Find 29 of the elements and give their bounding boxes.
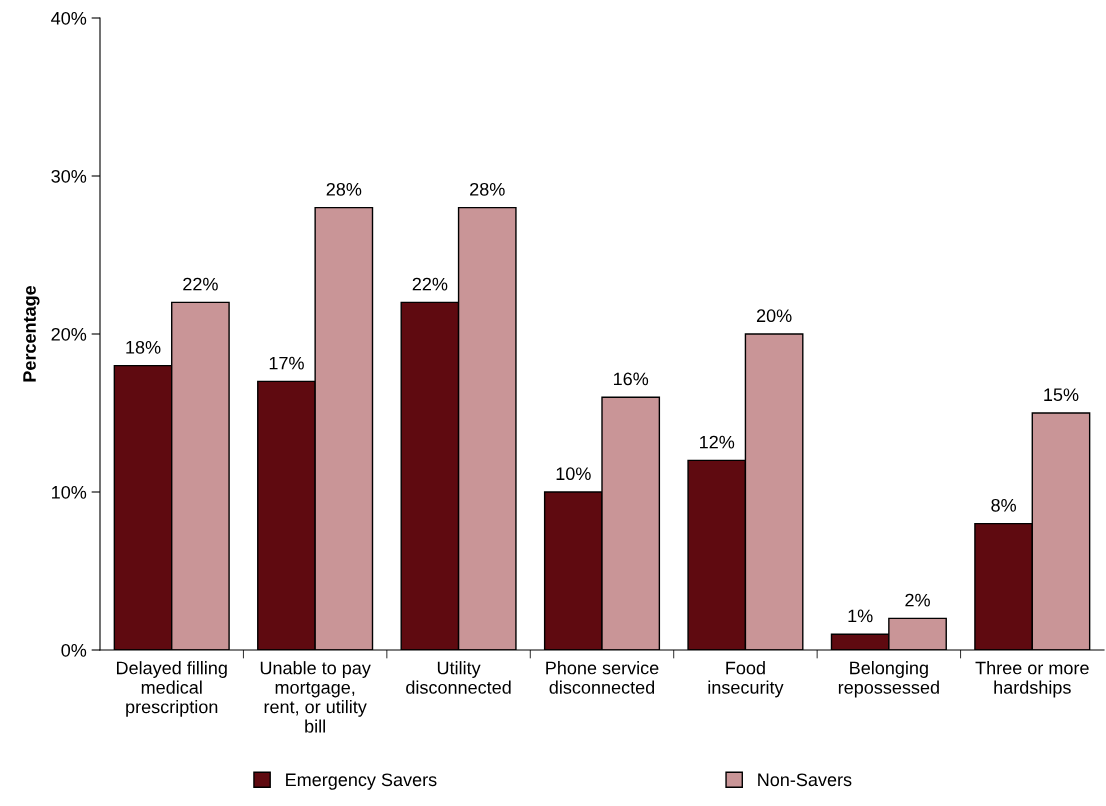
x-tick-label: Unable to pay mortgage, rent, or utility bill <box>260 661 371 733</box>
y-tick-label: 0% <box>61 643 87 657</box>
data-label: 17% <box>269 356 304 370</box>
legend-label: Non-Savers <box>758 773 852 787</box>
y-tick-label: 30% <box>51 169 87 183</box>
y-tick-label: 40% <box>51 11 87 25</box>
data-label: 1% <box>848 609 873 623</box>
data-label: 15% <box>1044 388 1079 402</box>
x-tick-label: Food insecurity <box>708 661 784 698</box>
data-label: 10% <box>556 467 591 481</box>
data-label: 18% <box>126 340 161 354</box>
data-label: 28% <box>470 182 505 196</box>
data-label: 28% <box>326 182 362 196</box>
x-tick-label: Three or more hardships <box>975 661 1089 698</box>
x-tick-label: Phone service disconnected <box>546 661 659 694</box>
data-label: 8% <box>991 498 1017 512</box>
x-tick-label: Belonging repossessed <box>838 661 939 698</box>
y-tick-label: 10% <box>52 485 87 499</box>
data-label: 2% <box>905 593 930 607</box>
data-label: 22% <box>412 277 448 291</box>
data-label: 12% <box>700 435 735 449</box>
data-label: 22% <box>183 277 218 291</box>
legend-label: Emergency Savers <box>286 773 437 790</box>
x-tick-label: Delayed filling medical prescription <box>116 661 227 717</box>
y-axis-title: Percentage <box>23 285 40 382</box>
data-label: 20% <box>756 309 792 323</box>
x-tick-label: Utility disconnected <box>406 661 511 694</box>
y-tick-label: 20% <box>51 327 87 341</box>
data-label: 16% <box>613 372 649 386</box>
